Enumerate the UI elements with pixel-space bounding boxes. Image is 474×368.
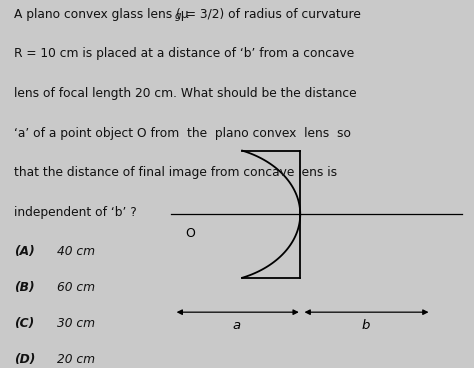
Text: 60 cm: 60 cm xyxy=(57,281,95,294)
Text: lens of focal length 20 cm. What should be the distance: lens of focal length 20 cm. What should … xyxy=(15,87,357,100)
Text: that the distance of final image from concave lens is: that the distance of final image from co… xyxy=(15,166,337,179)
Text: 40 cm: 40 cm xyxy=(57,245,95,258)
Text: (B): (B) xyxy=(15,281,35,294)
Text: (C): (C) xyxy=(15,317,35,330)
Text: ‘a’ of a point object O from  the  plano convex  lens  so: ‘a’ of a point object O from the plano c… xyxy=(15,127,352,139)
Text: g: g xyxy=(175,11,182,21)
Text: independent of ‘b’ ?: independent of ‘b’ ? xyxy=(15,206,137,219)
Text: 30 cm: 30 cm xyxy=(57,317,95,330)
Text: = 3/2) of radius of curvature: = 3/2) of radius of curvature xyxy=(182,8,361,21)
Text: 20 cm: 20 cm xyxy=(57,353,95,367)
Text: A plano convex glass lens (μ: A plano convex glass lens (μ xyxy=(15,8,189,21)
Text: (A): (A) xyxy=(15,245,35,258)
Text: (D): (D) xyxy=(15,353,36,367)
Text: O: O xyxy=(185,227,195,240)
Text: R = 10 cm is placed at a distance of ‘b’ from a concave: R = 10 cm is placed at a distance of ‘b’… xyxy=(15,47,355,60)
Text: b: b xyxy=(362,319,370,332)
Text: a: a xyxy=(233,319,241,332)
